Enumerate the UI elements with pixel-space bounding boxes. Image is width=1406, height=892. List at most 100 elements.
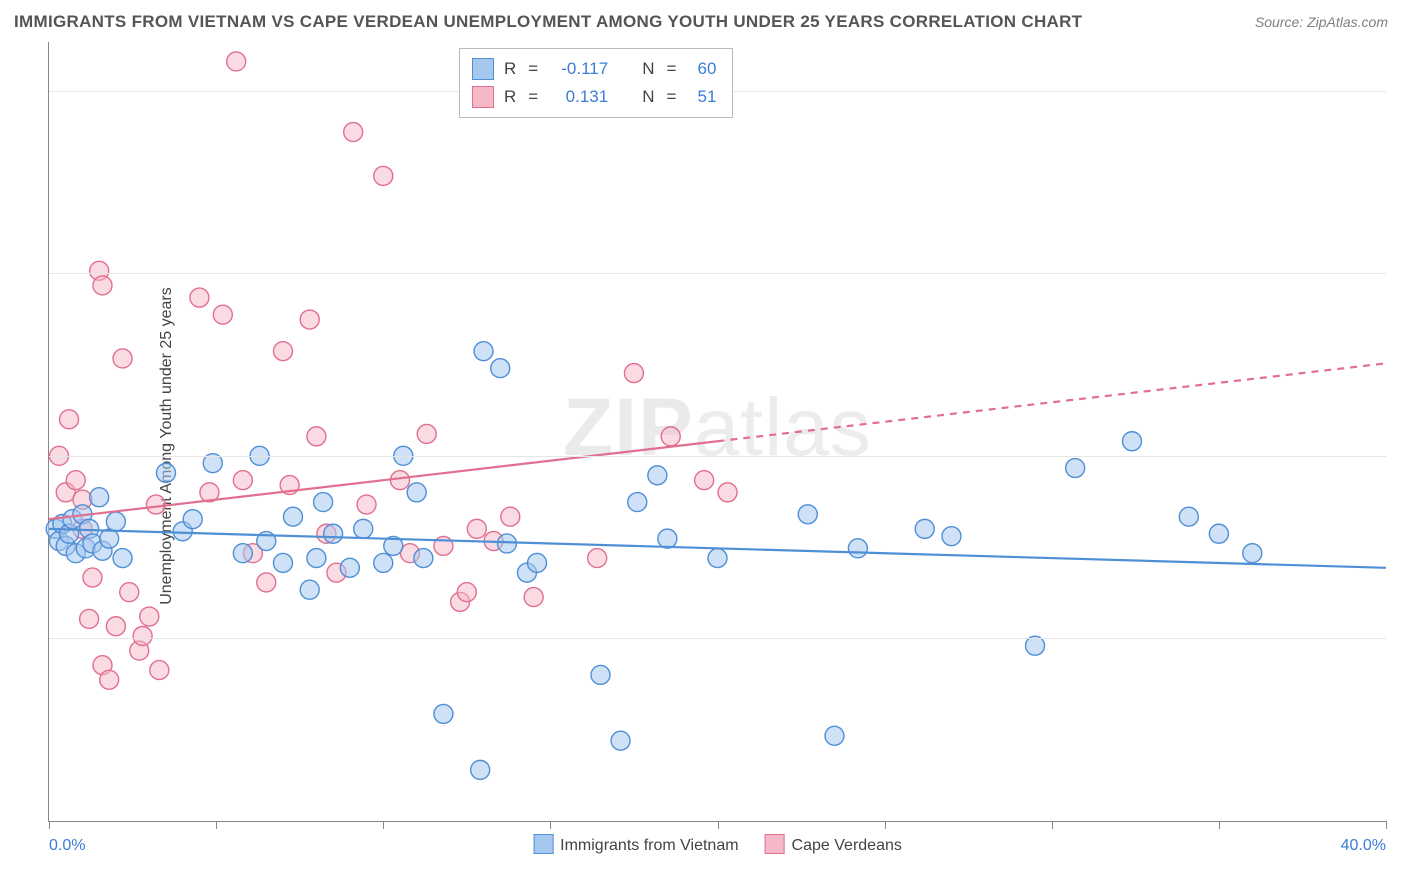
- data-point: [106, 617, 125, 636]
- data-point: [915, 519, 934, 538]
- x-tick: [718, 821, 719, 829]
- data-point: [273, 342, 292, 361]
- r-label: R: [504, 55, 516, 83]
- stats-legend-box: R = -0.117 N = 60 R = 0.131 N = 51: [459, 48, 733, 118]
- data-point: [233, 544, 252, 563]
- legend-item-series-1: Immigrants from Vietnam: [533, 834, 738, 855]
- plot-area: ZIPatlas R = -0.117 N = 60 R = 0.131 N: [48, 42, 1386, 822]
- plot-svg: [49, 42, 1386, 821]
- data-point: [1179, 507, 1198, 526]
- data-point: [661, 427, 680, 446]
- data-point: [718, 483, 737, 502]
- swatch-series-1: [472, 58, 494, 80]
- data-point: [390, 471, 409, 490]
- x-tick: [550, 821, 551, 829]
- chart-container: IMMIGRANTS FROM VIETNAM VS CAPE VERDEAN …: [0, 0, 1406, 892]
- data-point: [407, 483, 426, 502]
- y-tick-label: 7.5%: [1394, 629, 1406, 647]
- y-tick-label: 30.0%: [1394, 82, 1406, 100]
- x-tick-label: 0.0%: [49, 837, 85, 855]
- swatch-series-2: [472, 86, 494, 108]
- data-point: [113, 349, 132, 368]
- data-point: [524, 588, 543, 607]
- source-label: Source: ZipAtlas.com: [1255, 14, 1388, 30]
- data-point: [300, 310, 319, 329]
- data-point: [588, 549, 607, 568]
- data-point: [825, 726, 844, 745]
- data-point: [611, 731, 630, 750]
- data-point: [213, 305, 232, 324]
- data-point: [100, 670, 119, 689]
- data-point: [83, 568, 102, 587]
- data-point: [417, 424, 436, 443]
- data-point: [434, 704, 453, 723]
- data-point: [257, 573, 276, 592]
- data-point: [227, 52, 246, 71]
- data-point: [113, 549, 132, 568]
- data-point: [942, 527, 961, 546]
- data-point: [414, 549, 433, 568]
- r-value-series-2: 0.131: [550, 83, 608, 111]
- legend-item-series-2: Cape Verdeans: [765, 834, 902, 855]
- r-value-series-1: -0.117: [550, 55, 608, 83]
- data-point: [695, 471, 714, 490]
- y-tick-label: 22.5%: [1394, 264, 1406, 282]
- n-value-series-1: 60: [688, 55, 716, 83]
- data-point: [528, 553, 547, 572]
- data-point: [354, 519, 373, 538]
- data-point: [708, 549, 727, 568]
- n-value-series-2: 51: [688, 83, 716, 111]
- data-point: [340, 558, 359, 577]
- x-tick: [885, 821, 886, 829]
- chart-title: IMMIGRANTS FROM VIETNAM VS CAPE VERDEAN …: [14, 12, 1082, 32]
- trend-line: [718, 363, 1387, 441]
- data-point: [307, 427, 326, 446]
- data-point: [591, 665, 610, 684]
- data-point: [273, 553, 292, 572]
- gridline: [49, 638, 1386, 639]
- data-point: [848, 539, 867, 558]
- data-point: [60, 410, 79, 429]
- data-point: [93, 276, 112, 295]
- data-point: [624, 364, 643, 383]
- data-point: [648, 466, 667, 485]
- data-point: [190, 288, 209, 307]
- data-point: [501, 507, 520, 526]
- data-point: [156, 463, 175, 482]
- gridline: [49, 456, 1386, 457]
- data-point: [106, 512, 125, 531]
- data-point: [798, 505, 817, 524]
- x-tick: [1052, 821, 1053, 829]
- data-point: [1122, 432, 1141, 451]
- data-point: [300, 580, 319, 599]
- n-label: N: [642, 55, 654, 83]
- gridline: [49, 273, 1386, 274]
- legend-swatch-series-2: [765, 834, 785, 854]
- x-tick: [383, 821, 384, 829]
- x-tick: [216, 821, 217, 829]
- data-point: [307, 549, 326, 568]
- legend-label-series-1: Immigrants from Vietnam: [560, 837, 738, 854]
- x-tick-label: 40.0%: [1341, 837, 1386, 855]
- stats-row-series-1: R = -0.117 N = 60: [472, 55, 716, 83]
- data-point: [658, 529, 677, 548]
- data-point: [471, 760, 490, 779]
- x-tick: [1386, 821, 1387, 829]
- trend-line: [49, 441, 718, 519]
- y-tick-label: 15.0%: [1394, 447, 1406, 465]
- data-point: [140, 607, 159, 626]
- data-point: [374, 553, 393, 572]
- data-point: [233, 471, 252, 490]
- data-point: [374, 166, 393, 185]
- data-point: [80, 609, 99, 628]
- data-point: [344, 123, 363, 142]
- stats-row-series-2: R = 0.131 N = 51: [472, 83, 716, 111]
- data-point: [324, 524, 343, 543]
- data-point: [457, 583, 476, 602]
- data-point: [1209, 524, 1228, 543]
- data-point: [100, 529, 119, 548]
- n-label: N: [642, 83, 654, 111]
- data-point: [474, 342, 493, 361]
- data-point: [357, 495, 376, 514]
- data-point: [491, 359, 510, 378]
